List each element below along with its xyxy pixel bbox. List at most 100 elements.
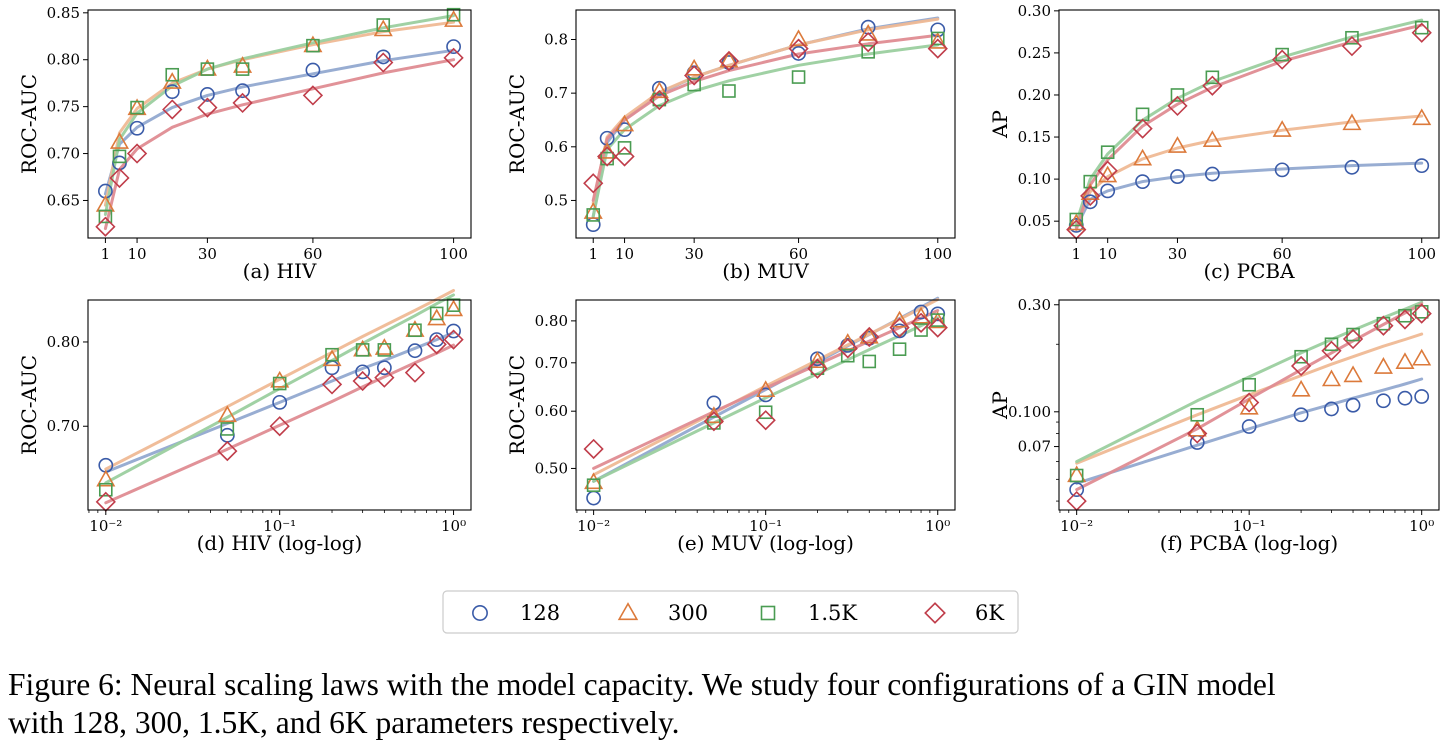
data-point-1.5K	[1069, 468, 1084, 483]
data-point-128	[200, 87, 215, 102]
legend-entry-1.5K: 1.5K	[760, 601, 857, 625]
chart-panels: 1 10 30 60 100 0.65 0.70 0.75 0.80 0.85 ROC-AUC (a)…	[17, 2, 1440, 555]
data-point-1.5K	[862, 354, 877, 369]
x-tick-label: 60	[1273, 245, 1292, 263]
plot-frame	[1058, 299, 1440, 511]
data-point-6K	[302, 85, 324, 106]
data-point-128	[376, 360, 392, 376]
data-point-1.5K	[1346, 327, 1360, 342]
data-point-6K	[1066, 490, 1087, 512]
y-tick-label: 0.65	[47, 191, 80, 209]
x-tick-label: 10	[128, 245, 147, 263]
data-point-6K	[95, 216, 116, 237]
data-point-6K	[1080, 185, 1101, 207]
data-point-128	[355, 364, 371, 380]
y-tick-label: 0.80	[47, 333, 80, 351]
data-point-6K	[1341, 36, 1363, 57]
data-point-1.5K	[861, 45, 875, 59]
data-point-6K	[858, 32, 879, 53]
data-point-128	[272, 394, 288, 410]
y-tick-label: 0.60	[535, 402, 568, 420]
data-point-300	[584, 472, 604, 490]
legend-marker-6K	[924, 602, 946, 624]
data-point-128	[1082, 194, 1098, 210]
y-axis-title: ROC-AUC	[505, 74, 529, 174]
fit-line-128	[1075, 377, 1424, 485]
data-point-1.5K	[687, 77, 701, 92]
data-point-128	[1345, 397, 1361, 413]
x-tick-label: 10⁰	[441, 517, 466, 535]
data-point-6K	[583, 438, 604, 460]
data-point-1.5K	[220, 422, 235, 436]
data-point-1.5K	[376, 18, 391, 32]
data-point-6K	[1290, 355, 1312, 377]
fit-line-6K	[1075, 302, 1424, 492]
data-point-6K	[927, 317, 948, 338]
data-point-300	[1133, 148, 1153, 166]
fit-line-1.5K	[1075, 300, 1424, 464]
data-point-128	[235, 83, 250, 99]
data-point-300	[704, 406, 724, 424]
fit-line-1.5K	[591, 43, 940, 218]
data-point-1.5K	[1294, 349, 1308, 364]
y-tick-label: 0.15	[1018, 128, 1051, 146]
x-tick-label: 100	[1407, 245, 1436, 263]
legend-entry-6K: 6K	[924, 601, 1004, 625]
data-point-128	[429, 332, 445, 348]
x-tick-label: 10	[615, 245, 634, 263]
data-point-128	[1293, 407, 1309, 423]
data-point-6K	[1167, 95, 1188, 117]
data-point-1.5K	[840, 348, 855, 363]
data-point-6K	[126, 143, 148, 164]
data-point-128	[1241, 419, 1257, 434]
chart-panel-4: 10⁻² 10⁻¹ 10⁰ 0.70 0.80 ROC-AUC (d) HIV (log-l…	[17, 289, 472, 555]
x-tick-label: 10⁰	[1409, 517, 1434, 535]
y-tick-label: 0.8	[544, 31, 568, 49]
data-point-6K	[1394, 309, 1416, 330]
fit-line-1.5K	[592, 316, 940, 483]
data-point-128	[791, 46, 806, 61]
y-tick-label: 0.80	[47, 51, 80, 69]
fit-line-6K	[103, 58, 456, 231]
y-axis-title: ROC-AUC	[505, 355, 529, 455]
legend-marker-300	[617, 602, 639, 621]
data-point-300	[444, 299, 464, 317]
fit-line-6K	[592, 309, 940, 470]
data-point-1.5K	[1100, 145, 1115, 159]
y-tick-label: 0.70	[47, 417, 80, 435]
fit-line-300	[104, 289, 455, 471]
data-point-128	[1414, 389, 1430, 404]
data-point-1.5K	[1414, 20, 1429, 35]
x-tick-label: 30	[1168, 245, 1187, 263]
data-point-6K	[352, 370, 373, 392]
data-point-6K	[443, 329, 464, 350]
data-point-6K	[597, 146, 618, 167]
data-point-6K	[1272, 49, 1293, 70]
x-tick-label: 60	[303, 245, 322, 263]
data-point-6K	[426, 334, 447, 355]
data-point-1.5K	[914, 323, 928, 337]
data-point-128	[930, 22, 946, 38]
data-point-6K	[1373, 315, 1394, 336]
x-tick-label: 10	[1098, 245, 1117, 263]
data-point-1.5K	[586, 478, 601, 493]
data-point-128	[1274, 162, 1290, 178]
data-point-300	[217, 405, 237, 423]
data-point-300	[1395, 352, 1415, 370]
data-point-6K	[927, 38, 948, 59]
data-point-6K	[1321, 340, 1342, 361]
data-point-1.5K	[165, 67, 180, 82]
data-point-6K	[1132, 118, 1153, 139]
chart-panel-6: 10⁻² 10⁻¹ 10⁰ 0.07 0.100 0.30 AP (f) PCBA (log-…	[988, 296, 1440, 555]
data-point-1.5K	[722, 84, 736, 98]
data-point-1.5K	[930, 313, 945, 327]
data-point-300	[109, 132, 130, 149]
data-point-1.5K	[98, 209, 113, 224]
data-point-6K	[373, 52, 394, 73]
data-point-300	[233, 56, 253, 73]
fit-line-6K	[1074, 23, 1424, 232]
y-tick-label: 0.70	[535, 354, 568, 372]
data-point-6K	[649, 89, 670, 111]
data-point-300	[858, 23, 878, 41]
x-tick-label: 60	[789, 245, 808, 263]
